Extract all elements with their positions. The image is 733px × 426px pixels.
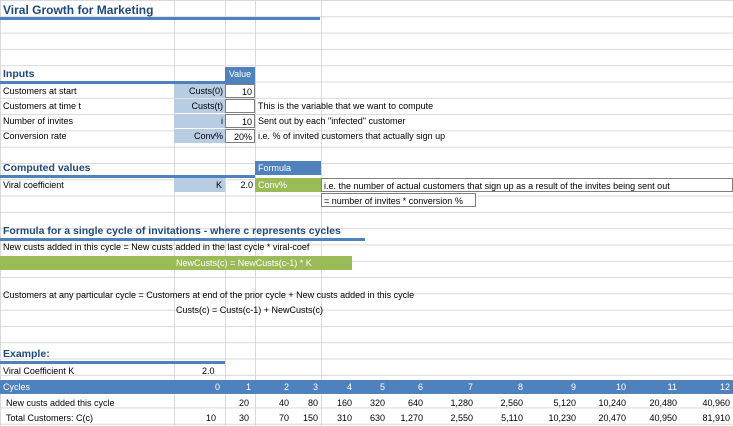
computed-note2[interactable]: = number of invites * conversion % bbox=[321, 193, 476, 207]
new-custs-cell[interactable]: 1,280 bbox=[450, 398, 473, 408]
column-line bbox=[225, 0, 226, 426]
computed-underline bbox=[0, 175, 255, 178]
total-custs-cell[interactable]: 1,270 bbox=[400, 413, 423, 423]
total-custs-cell[interactable]: 150 bbox=[302, 413, 318, 423]
cycle-cell[interactable]: 8 bbox=[517, 382, 523, 392]
example-k-label[interactable]: Viral Coefficient K bbox=[3, 366, 75, 376]
total-custs-cell[interactable]: 81,910 bbox=[702, 413, 730, 423]
new-custs-label[interactable]: New custs added this cycle bbox=[6, 398, 115, 408]
example-heading[interactable]: Example: bbox=[3, 348, 50, 360]
formula-header[interactable]: Formula bbox=[255, 161, 321, 175]
cell-marker bbox=[0, 256, 2, 270]
computed-symbol-k[interactable]: K bbox=[174, 178, 225, 192]
cycle-cell[interactable]: 7 bbox=[467, 382, 473, 392]
input-value-invites[interactable]: 10 bbox=[225, 114, 255, 128]
new-custs-cell[interactable]: 80 bbox=[307, 398, 318, 408]
any-cycle-formula[interactable]: Custs(c) = Custs(c-1) + NewCusts(c) bbox=[176, 305, 324, 315]
new-custs-cell[interactable]: 20 bbox=[238, 398, 249, 408]
cycle-cell[interactable]: 3 bbox=[312, 382, 318, 392]
cycle-cell[interactable]: 1 bbox=[245, 382, 251, 392]
input-symbol-conv[interactable]: Conv% bbox=[174, 129, 225, 143]
total-custs-cell[interactable]: 10,230 bbox=[548, 413, 576, 423]
value-header[interactable]: Value bbox=[225, 67, 255, 81]
new-custs-cell[interactable]: 20,480 bbox=[649, 398, 677, 408]
cycle-cell[interactable]: 0 bbox=[214, 382, 220, 392]
computed-note1[interactable]: i.e. the number of actual customers that… bbox=[321, 178, 733, 192]
cycle-cell[interactable]: 10 bbox=[615, 382, 626, 392]
input-symbol-invites[interactable]: i bbox=[174, 114, 225, 128]
new-custs-cell[interactable]: 320 bbox=[369, 398, 385, 408]
computed-formula-cell[interactable]: Conv% bbox=[255, 178, 321, 192]
computed-label-viral[interactable]: Viral coefficient bbox=[3, 180, 64, 190]
total-custs-cell[interactable]: 70 bbox=[278, 413, 289, 423]
total-custs-cell[interactable]: 10 bbox=[205, 413, 216, 423]
cycle-cell[interactable]: 11 bbox=[667, 382, 677, 392]
cycle-cell[interactable]: 12 bbox=[719, 382, 730, 392]
new-custs-cell[interactable]: 160 bbox=[336, 398, 352, 408]
total-custs-cell[interactable]: 310 bbox=[336, 413, 352, 423]
cycle-cell[interactable]: 5 bbox=[379, 382, 385, 392]
single-cycle-underline bbox=[0, 238, 365, 241]
cycle-cell[interactable]: 9 bbox=[570, 382, 576, 392]
inputs-underline bbox=[0, 81, 255, 84]
input-label-conversion[interactable]: Conversion rate bbox=[3, 131, 67, 141]
example-underline bbox=[0, 361, 225, 364]
input-symbol-custst[interactable]: Custs(t) bbox=[174, 99, 225, 113]
input-label-customers-t[interactable]: Customers at time t bbox=[3, 101, 82, 111]
total-custs-cell[interactable]: 20,470 bbox=[598, 413, 626, 423]
total-custs-cell[interactable]: 630 bbox=[369, 413, 385, 423]
new-custs-cell[interactable]: 5,120 bbox=[553, 398, 576, 408]
new-custs-cell[interactable]: 2,560 bbox=[500, 398, 523, 408]
column-line bbox=[174, 0, 175, 426]
input-note-conv[interactable]: i.e. % of invited customers that actuall… bbox=[258, 131, 446, 141]
example-k-value[interactable]: 2.0 bbox=[202, 366, 215, 376]
cycles-row: Cycles 0 1 2 3 4 5 6 7 8 9 10 11 12 bbox=[0, 380, 733, 394]
sheet-title[interactable]: Viral Growth for Marketing bbox=[3, 3, 154, 17]
cycles-label[interactable]: Cycles bbox=[3, 382, 31, 392]
new-custs-cell[interactable]: 40,960 bbox=[702, 398, 730, 408]
input-label-invites[interactable]: Number of invites bbox=[3, 116, 74, 126]
title-underline bbox=[0, 17, 320, 20]
total-custs-cell[interactable]: 2,550 bbox=[450, 413, 473, 423]
new-custs-cell[interactable]: 10,240 bbox=[598, 398, 626, 408]
single-cycle-heading[interactable]: Formula for a single cycle of invitation… bbox=[3, 225, 341, 237]
input-value-conv[interactable]: 20% bbox=[225, 129, 255, 143]
input-value-custs0[interactable]: 10 bbox=[225, 84, 255, 98]
total-custs-cell[interactable]: 40,950 bbox=[649, 413, 677, 423]
cycle-cell[interactable]: 6 bbox=[417, 382, 423, 392]
cycle-cell[interactable]: 2 bbox=[283, 382, 289, 392]
cycle-cell[interactable]: 4 bbox=[346, 382, 352, 392]
computed-value-k[interactable]: 2.0 bbox=[240, 180, 253, 190]
input-note-invites[interactable]: Sent out by each "infected" customer bbox=[258, 116, 406, 126]
single-cycle-desc[interactable]: New custs added in this cycle = New cust… bbox=[3, 242, 310, 252]
total-custs-label[interactable]: Total Customers: C(c) bbox=[6, 413, 94, 423]
computed-heading[interactable]: Computed values bbox=[3, 162, 91, 174]
inputs-heading[interactable]: Inputs bbox=[3, 68, 35, 80]
column-line bbox=[321, 0, 322, 426]
input-value-custst[interactable] bbox=[225, 99, 255, 113]
total-custs-cell[interactable]: 5,110 bbox=[501, 413, 523, 423]
any-cycle-desc[interactable]: Customers at any particular cycle = Cust… bbox=[3, 290, 415, 300]
input-label-customers-start[interactable]: Customers at start bbox=[3, 86, 77, 96]
new-custs-cell[interactable]: 640 bbox=[407, 398, 423, 408]
input-note-custst[interactable]: This is the variable that we want to com… bbox=[258, 101, 434, 111]
total-custs-cell[interactable]: 30 bbox=[238, 413, 249, 423]
column-line bbox=[255, 0, 256, 426]
single-cycle-formula[interactable]: NewCusts(c) = NewCusts(c-1) * K bbox=[0, 256, 352, 270]
input-symbol-custs0[interactable]: Custs(0) bbox=[174, 84, 225, 98]
new-custs-cell[interactable]: 40 bbox=[278, 398, 289, 408]
